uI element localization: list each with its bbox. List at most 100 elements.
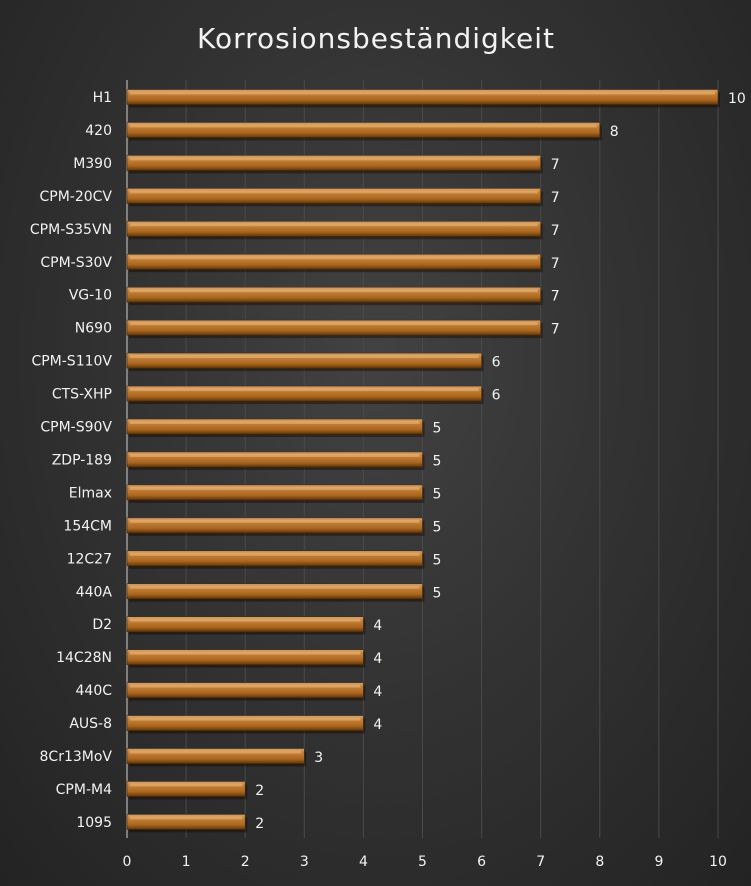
bar-highlight [130, 717, 361, 721]
category-label: H1 [93, 90, 112, 106]
category-label: 12C27 [67, 551, 112, 567]
bar [126, 649, 364, 665]
data-label: 5 [433, 519, 442, 535]
data-label: 2 [255, 816, 264, 832]
bar [126, 682, 364, 698]
bar [126, 715, 364, 731]
bar-highlight [130, 421, 420, 424]
x-tick-label: 8 [595, 854, 604, 870]
bar [126, 814, 246, 830]
bar-highlight [130, 322, 538, 326]
bar [126, 286, 542, 303]
category-label: 154CM [63, 518, 112, 534]
data-label: 7 [551, 322, 560, 338]
data-label: 6 [492, 355, 501, 371]
x-tick-label: 3 [300, 854, 309, 870]
bar-highlight [130, 684, 361, 688]
category-label: M390 [73, 156, 112, 172]
x-tick-label: 5 [418, 854, 427, 870]
category-label: CPM-M4 [56, 782, 112, 798]
data-label: 4 [373, 717, 382, 733]
category-label: 14C28N [56, 650, 112, 666]
data-label: 4 [373, 651, 382, 667]
data-label: 3 [314, 750, 323, 766]
bar [126, 583, 423, 600]
bar-highlight [130, 223, 538, 227]
x-tick-label: 6 [477, 854, 486, 870]
bar [126, 89, 719, 105]
x-tick-label: 1 [182, 854, 191, 870]
bar [126, 221, 542, 237]
bar-highlight [130, 124, 597, 128]
bar-highlight [130, 453, 420, 457]
category-label: CPM-S30V [40, 255, 112, 271]
category-label: 440C [76, 683, 113, 699]
bar-highlight [130, 289, 538, 293]
data-label: 7 [551, 157, 560, 173]
category-label: N690 [75, 321, 112, 337]
bar-highlight [130, 783, 243, 787]
bar-highlight [130, 486, 420, 490]
bar-highlight [130, 388, 479, 392]
category-label: D2 [92, 617, 112, 633]
data-label: 5 [433, 585, 442, 601]
bar-highlight [130, 190, 538, 194]
bar [126, 385, 482, 402]
x-tick-label: 10 [709, 854, 727, 870]
category-label: 420 [85, 123, 112, 139]
bar-highlight [130, 355, 479, 359]
category-label: CPM-S110V [31, 354, 112, 370]
bar-highlight [130, 816, 243, 820]
bar [126, 781, 246, 797]
bar [126, 550, 423, 567]
category-label: 440A [76, 584, 113, 600]
data-label: 4 [373, 618, 382, 634]
data-label: 7 [551, 256, 560, 272]
data-label: 6 [492, 388, 501, 404]
bar [126, 188, 542, 204]
bar [126, 319, 542, 336]
data-label: 5 [433, 421, 442, 437]
bar-highlight [130, 157, 538, 161]
data-label: 10 [728, 91, 746, 107]
category-label: 1095 [76, 815, 112, 831]
chart-title: Korrosionsbeständigkeit [197, 22, 555, 55]
bar [126, 352, 482, 369]
data-label: 5 [433, 453, 442, 469]
data-label: 7 [551, 190, 560, 206]
data-label: 8 [610, 124, 619, 140]
x-tick-label: 0 [123, 854, 132, 870]
bar-highlight [130, 750, 302, 754]
bar [126, 122, 601, 138]
category-label: CPM-20CV [39, 189, 112, 205]
category-label: ZDP-189 [52, 452, 112, 468]
category-label: CTS-XHP [52, 387, 112, 403]
category-label: Elmax [69, 485, 112, 501]
data-label: 5 [433, 486, 442, 502]
bar-highlight [130, 256, 538, 260]
data-label: 7 [551, 289, 560, 305]
x-tick-label: 2 [241, 854, 250, 870]
category-label: 8Cr13MoV [40, 749, 113, 765]
bar [126, 155, 542, 171]
bar-highlight [130, 651, 361, 655]
bar-highlight [130, 585, 420, 589]
bar [126, 451, 423, 468]
x-tick-label: 4 [359, 854, 368, 870]
bar [126, 517, 423, 534]
bar-highlight [130, 519, 420, 523]
data-label: 2 [255, 783, 264, 799]
bar-highlight [130, 552, 420, 556]
data-label: 7 [551, 223, 560, 239]
data-label: 5 [433, 552, 442, 568]
bar-highlight [130, 91, 715, 95]
category-label: AUS-8 [69, 716, 112, 732]
x-tick-label: 9 [654, 854, 663, 870]
bar [126, 616, 364, 633]
bar-highlight [130, 618, 361, 622]
bar [126, 253, 542, 270]
bar [126, 418, 423, 435]
category-label: CPM-S90V [40, 420, 112, 436]
category-label: CPM-S35VN [30, 222, 112, 238]
